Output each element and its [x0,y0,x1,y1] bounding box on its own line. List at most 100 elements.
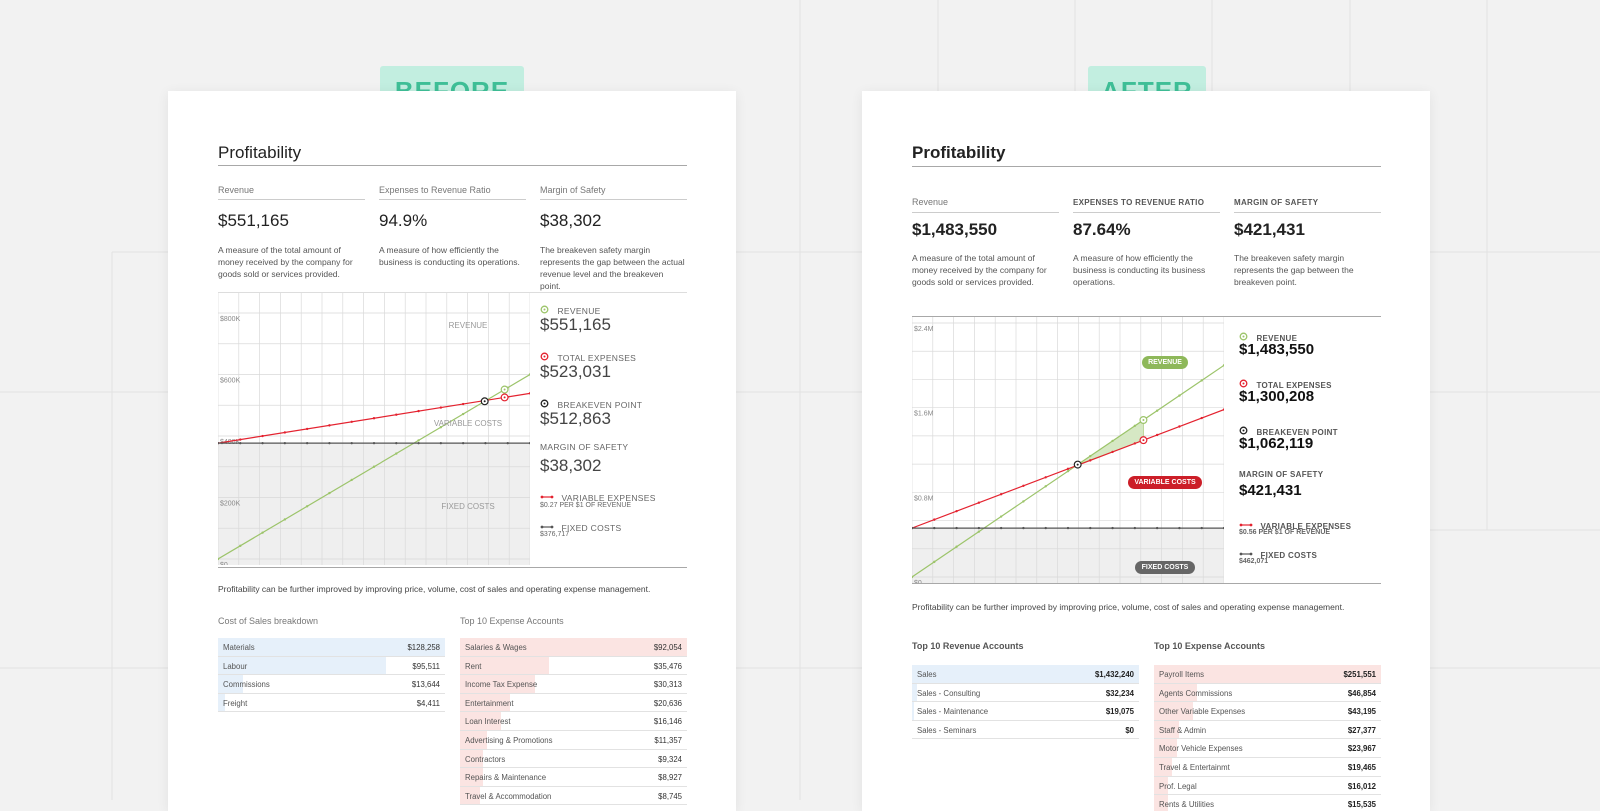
row-share-bar [218,638,445,656]
data-point [1022,500,1025,503]
data-point [283,441,287,445]
row-amount: $4,411 [416,698,440,708]
breakeven-marker-icon [1239,426,1248,435]
data-point [261,441,264,445]
metric-ratio-desc: A measure of how efficiently the busines… [1073,253,1206,287]
row-amount: $19,465 [1347,762,1376,772]
metric-revenue-desc: A measure of the total amount of money r… [912,253,1047,287]
row-label: Contractors [465,754,506,764]
data-point [1178,526,1181,530]
row-label: Freight [223,698,248,708]
legend-revenue-label: REVENUE [557,306,601,316]
data-point [1133,526,1137,530]
table-row: Income Tax Expense $30,313 [460,675,687,694]
improvement-note: Profitability can be further improved by… [218,584,651,594]
chart-annotation: VARIABLE COSTS [434,419,502,428]
legend-expenses: TOTAL EXPENSES [1239,375,1332,393]
variable-line-icon [540,495,554,499]
row-share-bar [912,702,915,720]
data-point [1044,476,1047,479]
expenses-marker-icon [540,352,549,361]
legend-variable-label: VARIABLE EXPENSES [561,493,656,503]
data-point [912,575,914,579]
legend-fixed-label: FIXED COSTS [1260,551,1318,560]
data-point [977,501,981,504]
row-label: Materials [223,643,255,652]
data-point [1089,526,1092,530]
metric-margin-head: Margin of Safety [540,185,606,195]
legend-margin-value: $38,302 [540,456,602,475]
row-share-bar [460,712,501,730]
data-point [305,441,309,445]
metric-margin-head: MARGIN OF SAFETY [1234,198,1319,207]
row-label: Motor Vehicle Expenses [1159,744,1243,754]
row-label: Travel & Accommodation [465,791,552,801]
revenue-accounts-table: Sales $1,432,240 Sales - Consulting $32,234… [912,665,1139,740]
table-row: Materials $128,258 [218,638,445,657]
row-label: Sales - Consulting [917,688,981,698]
legend-expenses-value: $523,031 [540,362,611,381]
data-point [999,515,1003,518]
row-label: Travel & Entertainmt [1159,762,1230,772]
cost-of-sales-table: Materials $128,258 Labour $95,511 Commission… [218,638,445,713]
data-point [1222,408,1224,411]
after-report-page: Profitability Revenue $1,483,550 A measu… [862,91,1430,811]
row-amount: $35,476 [653,661,682,671]
row-amount: $19,075 [1105,707,1134,717]
legend-fixed-sub: $376,717 [540,531,570,538]
y-tick-label: $400K [220,439,241,446]
metric-revenue-value: $551,165 [218,211,289,230]
row-share-bar [1154,776,1168,795]
data-point [372,417,376,420]
row-share-bar [218,675,243,693]
revenue-marker-center [1142,418,1145,421]
data-point [439,406,443,409]
data-point [1089,459,1092,462]
table-row: Sales - Consulting $32,234 [912,683,1139,703]
table-row: Other Variable Expenses $43,195 [1154,702,1381,721]
metric-revenue-head: Revenue [912,197,949,207]
data-point [283,518,287,521]
row-label: Labour [223,661,248,671]
data-point [1222,364,1224,367]
row-amount: $23,967 [1347,744,1376,754]
legend-revenue-value: $1,483,550 [1239,341,1315,358]
table-row: Staff & Admin $27,377 [1154,720,1381,740]
legend-breakeven-label: BREAKEVEN POINT [557,400,643,410]
data-point [977,530,981,533]
data-point [528,392,530,395]
metric-margin-desc: The breakeven safety margin represents t… [1234,253,1354,287]
expenses-marker-center [503,396,506,399]
chart-annotation: FIXED COSTS [441,502,494,511]
row-share-bar [460,768,483,786]
legend-margin-value: $421,431 [1239,482,1302,499]
row-share-bar [1154,665,1381,683]
metric-ratio-head: EXPENSES TO REVENUE RATIO [1073,198,1205,207]
data-point [417,439,420,442]
legend-breakeven-value: $512,863 [540,409,611,428]
legend-fixed: FIXED COSTS [540,518,621,536]
data-point [1111,439,1114,443]
legend-expenses: TOTAL EXPENSES [540,348,636,366]
row-label: Agents Commissions [1159,688,1233,698]
data-point [1155,526,1159,530]
metric-revenue-value: $1,483,550 [912,220,998,239]
row-share-bar [218,693,225,712]
row-label: Income Tax Expense [465,680,538,690]
legend-breakeven-value: $1,062,119 [1239,435,1314,452]
data-point [1066,467,1070,471]
row-amount: $128,258 [407,643,440,652]
data-point [484,441,487,445]
expense-accounts-table: Payroll Items $251,551 Agents Commissions $… [1154,665,1381,811]
legend-variable: VARIABLE EXPENSES [1239,516,1351,534]
row-amount: $32,234 [1105,688,1134,698]
data-point [239,544,242,548]
data-point [506,441,509,445]
data-point [461,402,465,406]
row-label: Loan Interest [465,717,511,727]
legend-variable-sub: $0.27 PER $1 OF REVENUE [540,502,632,509]
legend-expenses-label: TOTAL EXPENSES [1256,381,1332,390]
legend-variable-sub: $0.56 PER $1 OF REVENUE [1239,529,1331,536]
revenue-marker-icon [1239,332,1248,341]
row-label: Salaries & Wages [465,643,527,652]
